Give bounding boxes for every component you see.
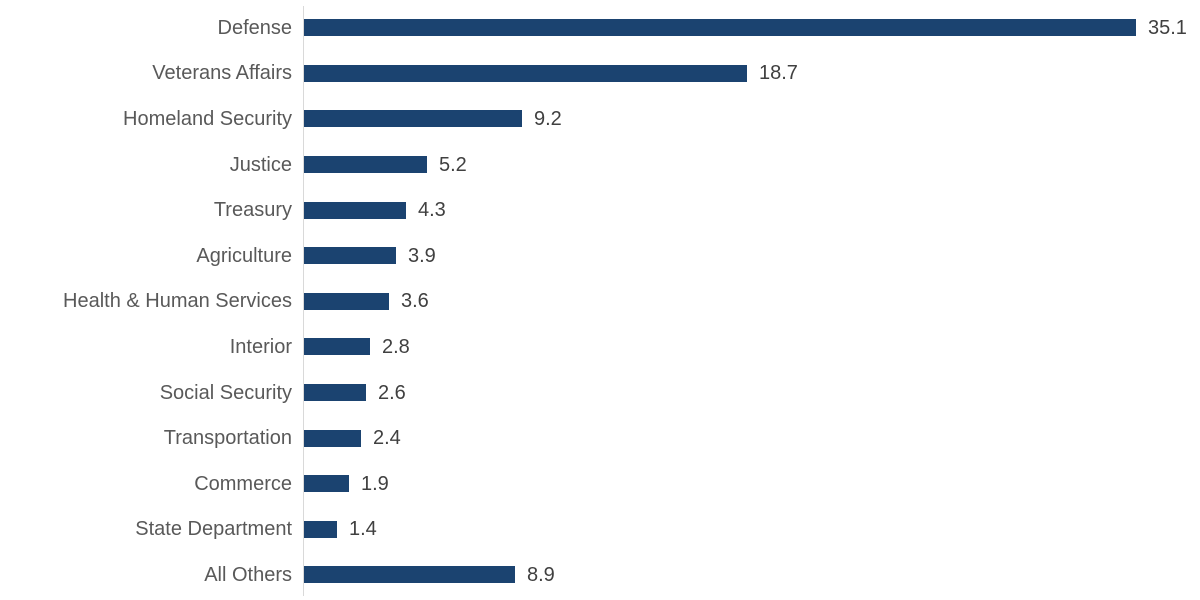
- y-axis-line: [303, 6, 304, 596]
- chart-row: Social Security 2.6: [0, 370, 1200, 416]
- value-label: 2.8: [382, 335, 410, 358]
- bar-area: 2.4: [304, 415, 401, 461]
- bar-area: 2.6: [304, 370, 406, 416]
- value-label: 3.6: [401, 290, 429, 313]
- category-label: Health & Human Services: [63, 290, 292, 313]
- bar: [304, 338, 370, 356]
- bar: [304, 520, 337, 538]
- category-label: Commerce: [194, 472, 292, 495]
- chart-row: Commerce 1.9: [0, 461, 1200, 507]
- chart-row: Homeland Security 9.2: [0, 96, 1200, 142]
- category-label: Transportation: [163, 427, 292, 450]
- bar-area: 5.2: [304, 142, 467, 188]
- bar: [304, 475, 349, 493]
- bar: [304, 201, 406, 219]
- chart-row: Interior 2.8: [0, 324, 1200, 370]
- category-label: All Others: [204, 563, 292, 586]
- value-label: 2.6: [378, 381, 406, 404]
- bar-area: 3.6: [304, 279, 429, 325]
- category-label: Justice: [229, 153, 292, 176]
- bar: [304, 247, 396, 265]
- chart-row: Transportation 2.4: [0, 415, 1200, 461]
- value-label: 4.3: [418, 199, 446, 222]
- value-label: 1.4: [349, 518, 377, 541]
- category-label: Interior: [229, 335, 292, 358]
- value-label: 8.9: [527, 563, 555, 586]
- bar: [304, 429, 361, 447]
- bar: [304, 19, 1136, 37]
- bar-area: 1.4: [304, 507, 377, 553]
- chart-row: Defense 35.1: [0, 5, 1200, 51]
- bar: [304, 384, 366, 402]
- category-label: Treasury: [213, 199, 292, 222]
- category-label: Veterans Affairs: [152, 62, 292, 85]
- chart-row: Treasury 4.3: [0, 187, 1200, 233]
- value-label: 1.9: [361, 472, 389, 495]
- bar-area: 3.9: [304, 233, 436, 279]
- chart-row: Veterans Affairs 18.7: [0, 51, 1200, 97]
- chart-row: Health & Human Services 3.6: [0, 279, 1200, 325]
- bar-area: 4.3: [304, 187, 446, 233]
- bar: [304, 292, 389, 310]
- bar-area: 8.9: [304, 552, 555, 598]
- chart-row: State Department 1.4: [0, 507, 1200, 553]
- bar-area: 35.1: [304, 5, 1187, 51]
- bar: [304, 156, 427, 174]
- category-label: State Department: [135, 518, 292, 541]
- bar-area: 1.9: [304, 461, 389, 507]
- bar-area: 2.8: [304, 324, 410, 370]
- value-label: 18.7: [759, 62, 798, 85]
- value-label: 2.4: [373, 427, 401, 450]
- value-label: 9.2: [534, 107, 562, 130]
- chart-row: Justice 5.2: [0, 142, 1200, 188]
- value-label: 35.1: [1148, 16, 1187, 39]
- bar-area: 18.7: [304, 51, 798, 97]
- category-label: Social Security: [159, 381, 292, 404]
- category-label: Agriculture: [196, 244, 292, 267]
- category-label: Defense: [217, 16, 293, 39]
- bar: [304, 64, 747, 82]
- chart-row: All Others 8.9: [0, 552, 1200, 598]
- chart-rows: Defense 35.1 Veterans Affairs 18.7 Homel…: [0, 5, 1200, 598]
- value-label: 3.9: [408, 244, 436, 267]
- bar: [304, 110, 522, 128]
- chart-row: Agriculture 3.9: [0, 233, 1200, 279]
- bar: [304, 566, 515, 584]
- value-label: 5.2: [439, 153, 467, 176]
- bar-area: 9.2: [304, 96, 562, 142]
- category-label: Homeland Security: [123, 107, 292, 130]
